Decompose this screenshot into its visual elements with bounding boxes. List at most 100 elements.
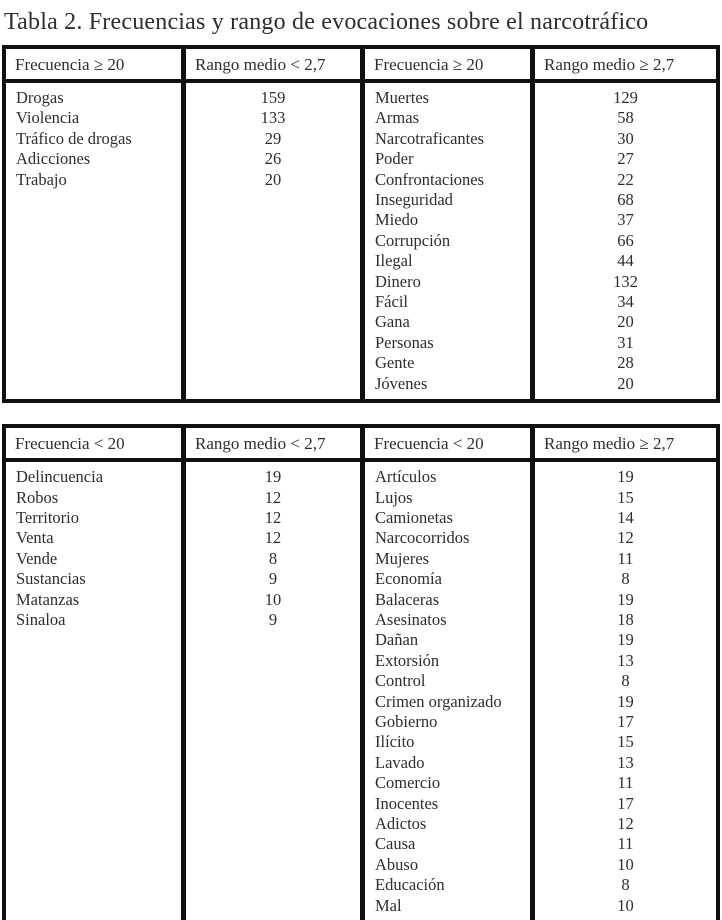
column-header: Rango medio < 2,7 — [186, 428, 360, 463]
table-cell-value: 22 — [617, 169, 634, 189]
table-cell-value: 10 — [617, 895, 634, 915]
table-cell-value: 159 — [260, 88, 286, 107]
table-cell-value: 19 — [617, 691, 634, 711]
table-cell-value: 17 — [617, 711, 634, 731]
table-cell-label: Crimen organizado — [375, 691, 502, 711]
table-cell-value: 37 — [617, 210, 634, 230]
table-cell-label: Gobierno — [375, 711, 438, 731]
table-cell-value: 12 — [264, 507, 282, 527]
column-body-values: 159 133 29 26 20 — [186, 83, 360, 399]
table-cell-label: Territorio — [16, 507, 79, 527]
column-body-words: Muertes Armas Narcotraficantes Poder Confron… — [365, 83, 530, 399]
column-header: Rango medio ≥ 2,7 — [535, 49, 716, 83]
table-cell-label: Violencia — [16, 108, 80, 128]
table-cell-label: Asesinatos — [375, 609, 447, 629]
table-cell-value: 68 — [617, 190, 634, 210]
table-cell-label: Inocentes — [375, 793, 439, 813]
table-cell-value: 8 — [268, 548, 278, 568]
table-cell-value: 19 — [264, 467, 282, 487]
table-cell-value: 34 — [617, 292, 634, 312]
table-cell-value: 8 — [621, 569, 630, 589]
table-cell-label: Abuso — [375, 854, 419, 874]
column-header: Frecuencia ≥ 20 — [6, 49, 181, 83]
table-cell-value: 15 — [617, 487, 634, 507]
table-cell-value: 13 — [617, 650, 634, 670]
table-cell-label: Poder — [375, 149, 414, 169]
table-cell-label: Comercio — [375, 773, 441, 793]
table-cell-value: 28 — [617, 353, 634, 373]
table-cell-label: Miedo — [375, 210, 419, 230]
table-cell-value: 19 — [617, 589, 634, 609]
column-header: Frecuencia ≥ 20 — [365, 49, 530, 83]
column-header: Frecuencia < 20 — [365, 428, 530, 463]
table-cell-value: 17 — [617, 793, 634, 813]
column-header: Rango medio ≥ 2,7 — [535, 428, 716, 463]
table-cell-label: Armas — [375, 108, 419, 128]
table-cell-label: Muertes — [375, 88, 430, 107]
table-cell-label: Sinaloa — [16, 609, 66, 629]
table-cell-label: Extorsión — [375, 650, 440, 670]
table-cell-label: Vende — [16, 548, 58, 568]
table-cell-label: Ilícito — [375, 732, 415, 752]
table-cell-value: 26 — [264, 149, 282, 169]
table-cell-label: Corrupción — [375, 230, 451, 250]
table-cell-label: Adictos — [375, 814, 427, 833]
table-cell-value: 133 — [260, 108, 286, 128]
table-cell-value: 12 — [264, 528, 282, 548]
table-cell-value: 10 — [264, 589, 282, 609]
table-cell-label: Camionetas — [375, 507, 453, 527]
table-cell-value: 9 — [268, 609, 278, 629]
column-words-left: Frecuencia < 20 Delincuencia Robos Territo… — [6, 428, 181, 920]
table-cell-value: 58 — [617, 108, 634, 128]
table-cell-value: 20 — [617, 373, 634, 393]
table-cell-label: Causa — [375, 834, 416, 854]
table-cell-label: Drogas — [16, 88, 64, 107]
column-values-right: Rango medio ≥ 2,7 129 58 30 27 22 68 37 66 44 132… — [530, 49, 716, 400]
table-cell-label: Ilegal — [375, 251, 413, 271]
table-cell-label: Narcotraficantes — [375, 128, 485, 148]
table-cell-label: Sustancias — [16, 569, 86, 589]
table-cell-value: 12 — [617, 528, 634, 548]
table-cell-label: Tráfico de drogas — [16, 128, 132, 148]
table-cell-label: Lavado — [375, 752, 425, 772]
column-words-right: Frecuencia ≥ 20 Muertes Armas Narcotrafica… — [360, 49, 530, 400]
table-cell-value: 31 — [617, 332, 634, 352]
column-body-words: Artículos Lujos Camionetas Narcocorridos Muj… — [365, 462, 530, 920]
table-cell-label: Gana — [375, 312, 410, 332]
table-cell-label: Delincuencia — [16, 467, 104, 487]
column-values-right: Rango medio ≥ 2,7 19 15 14 12 11 8 19 18 19 13 8 19… — [530, 428, 716, 920]
table-cell-label: Artículos — [375, 467, 437, 487]
frequency-table-low: Frecuencia < 20 Delincuencia Robos Territo… — [2, 424, 720, 920]
table-cell-label: Mal — [375, 895, 402, 915]
column-words-right: Frecuencia < 20 Artículos Lujos Camionetas… — [360, 428, 530, 920]
table-cell-value: 129 — [613, 88, 638, 107]
column-body-values: 129 58 30 27 22 68 37 66 44 132 34 20 31 28 20 — [535, 83, 716, 399]
table-cell-label: Lujos — [375, 487, 413, 507]
table-cell-label: Confrontaciones — [375, 169, 485, 189]
table-cell-label: Economía — [375, 569, 442, 589]
table-cell-value: 8 — [621, 671, 630, 691]
column-body-words: Delincuencia Robos Territorio Venta Vende Sus… — [6, 462, 181, 920]
column-header: Frecuencia < 20 — [6, 428, 181, 463]
table-cell-label: Trabajo — [16, 169, 67, 189]
table-cell-value: 20 — [617, 312, 634, 332]
table-cell-value: 12 — [264, 487, 282, 507]
table-cell-value: 20 — [264, 169, 282, 189]
table-cell-value: 12 — [617, 814, 634, 833]
table-cell-label: Jóvenes — [375, 373, 428, 393]
table-cell-label: Dinero — [375, 271, 421, 291]
table-cell-value: 11 — [617, 773, 634, 793]
table-cell-label: Personas — [375, 332, 434, 352]
column-body-words: Drogas Violencia Tráfico de drogas Adiccion… — [6, 83, 181, 399]
table-cell-label: Gente — [375, 353, 415, 373]
table-cell-label: Matanzas — [16, 589, 80, 609]
table-cell-value: 19 — [617, 467, 634, 487]
table-cell-value: 66 — [617, 230, 634, 250]
table-cell-label: Fácil — [375, 292, 408, 312]
table-caption: Tabla 2. Frecuencias y rango de evocacio… — [4, 9, 649, 35]
table-cell-value: 14 — [617, 507, 634, 527]
table-cell-value: 8 — [621, 875, 630, 895]
table-cell-value: 10 — [617, 854, 634, 874]
table-cell-label: Dañan — [375, 630, 419, 650]
